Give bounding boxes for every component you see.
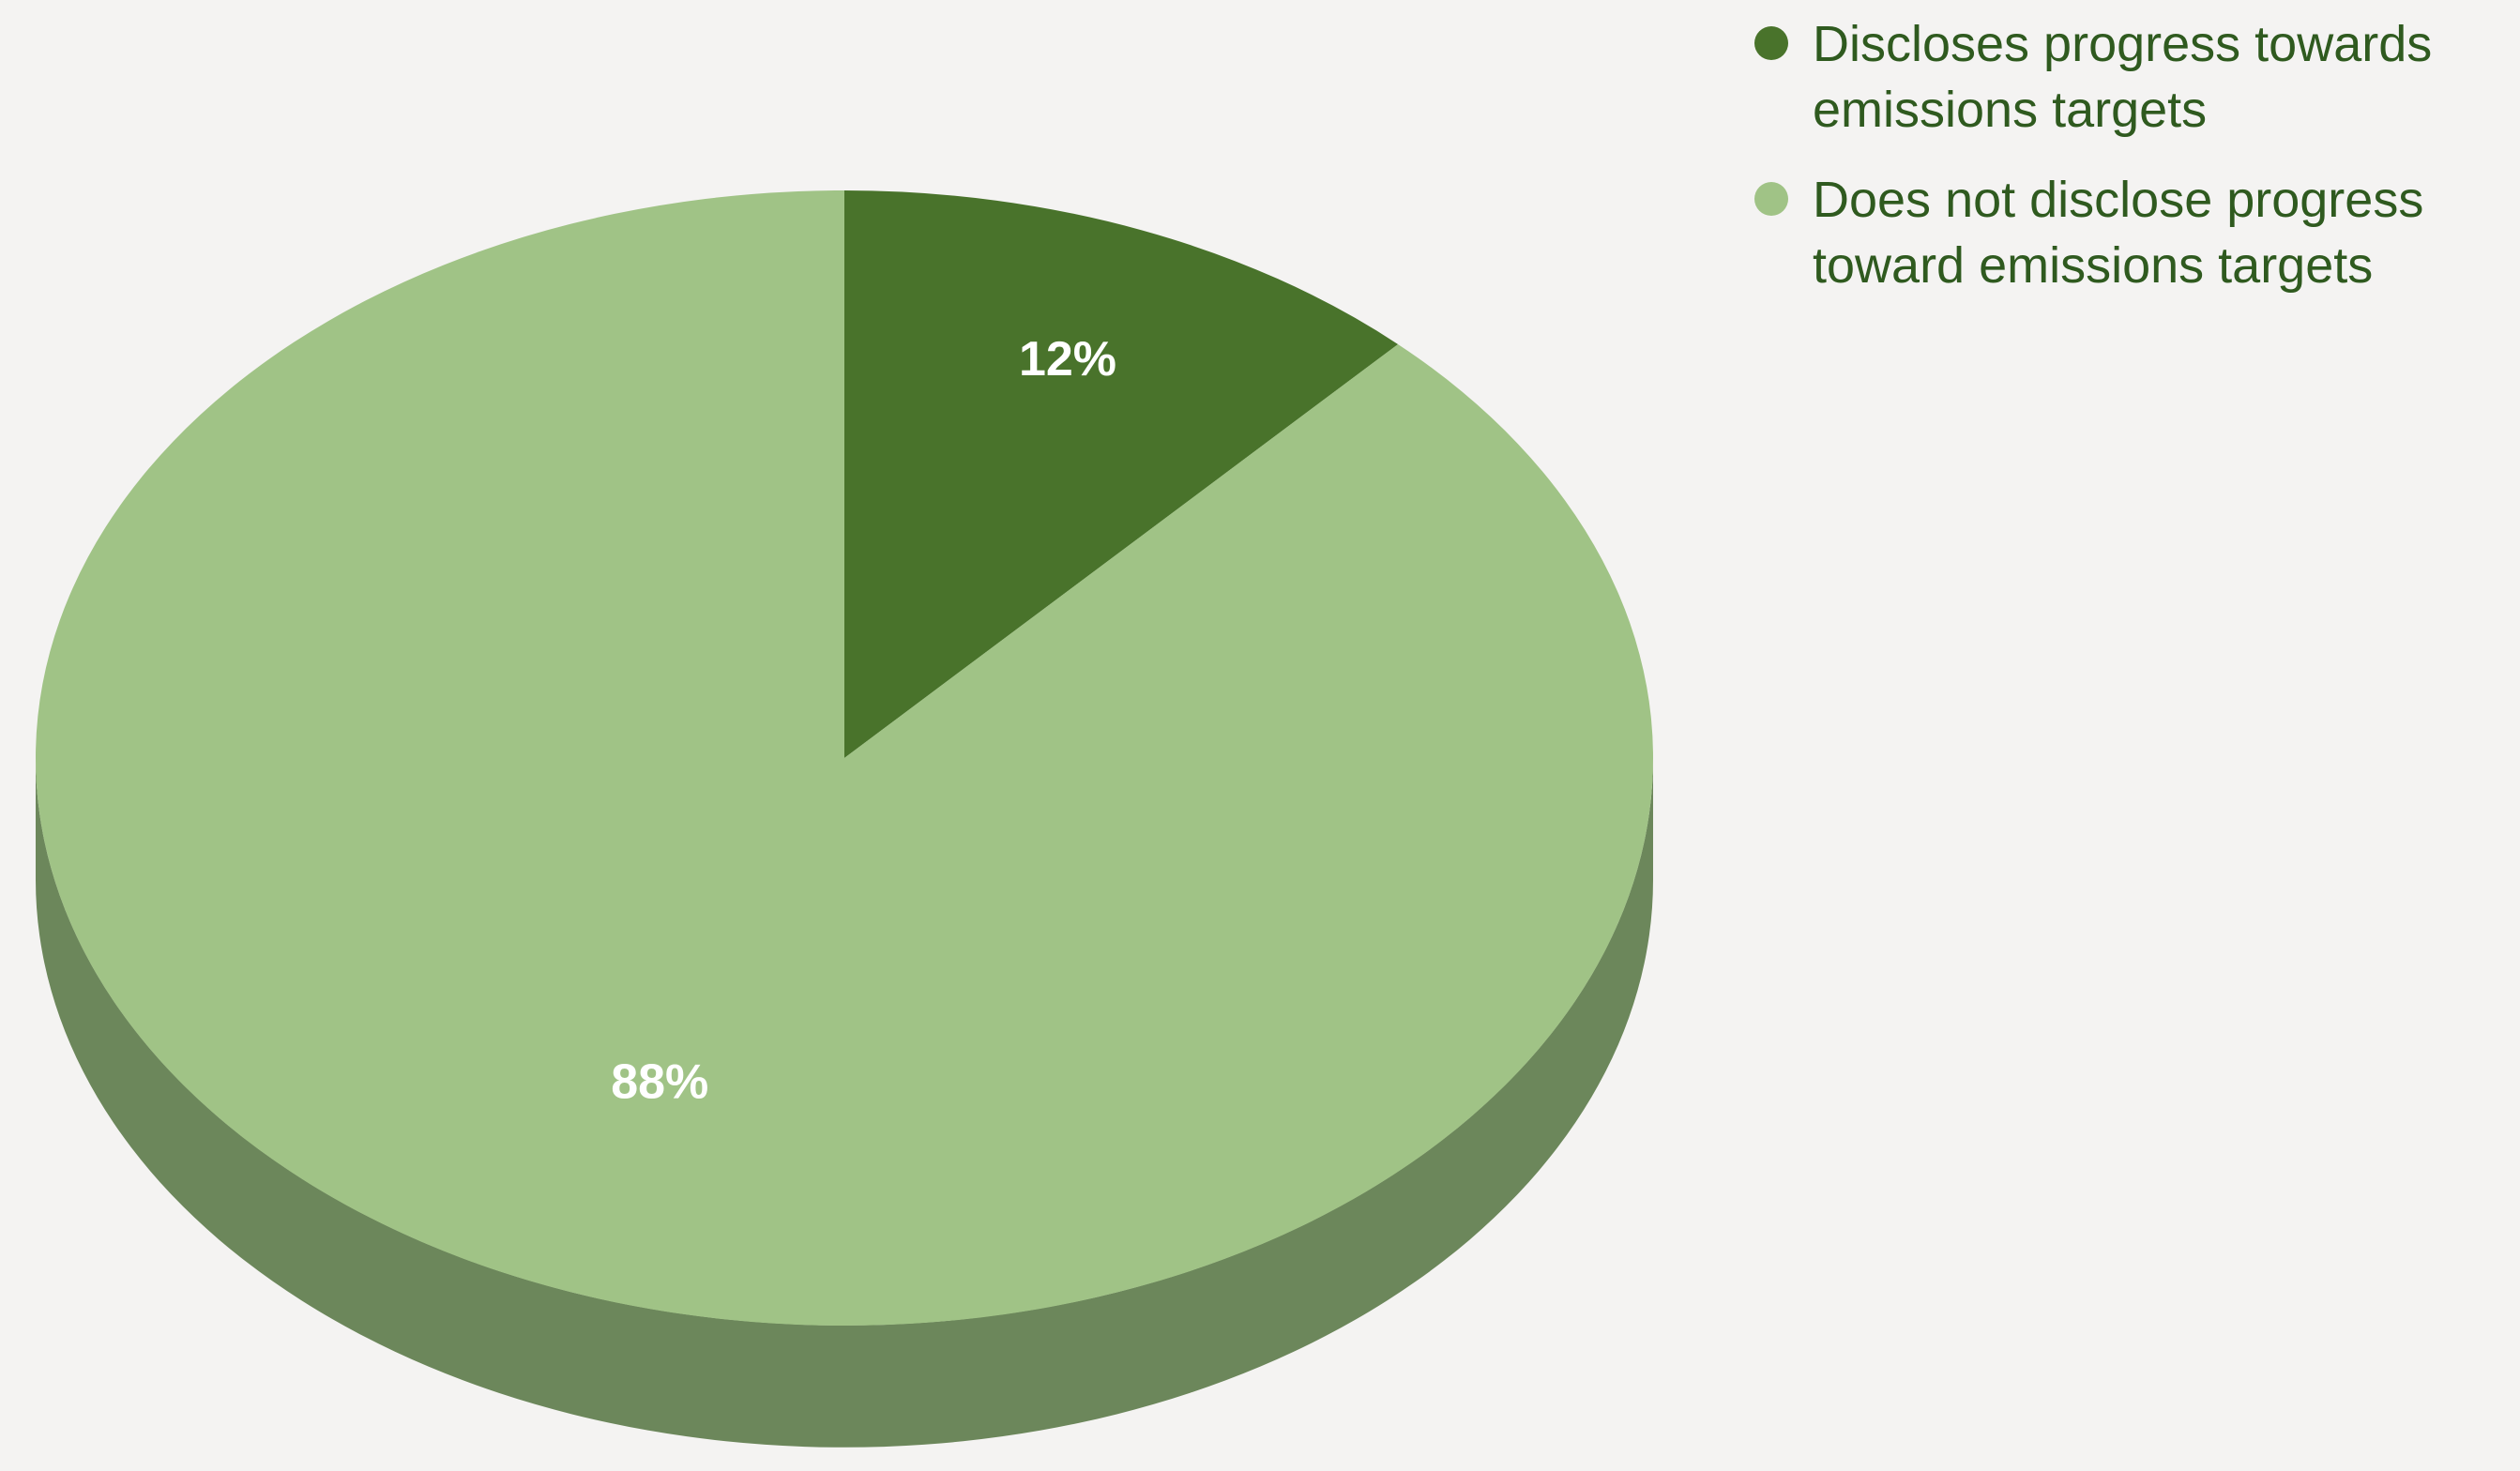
legend-label-does-not-disclose: Does not disclose progress toward emissi… <box>1813 172 2424 294</box>
legend: Discloses progress towards emissions tar… <box>1754 11 2505 323</box>
legend-label-discloses: Discloses progress towards emissions tar… <box>1813 16 2433 138</box>
pie-slice-discloses <box>844 190 1399 758</box>
legend-swatch-discloses <box>1754 26 1788 60</box>
legend-item-does-not-disclose: Does not disclose progress toward emissi… <box>1754 167 2505 298</box>
pie-side-depth <box>36 758 1653 1448</box>
pie-group: 12% 88% <box>36 190 1654 1448</box>
slice-label-discloses: 12% <box>1019 332 1116 387</box>
pie-slice-does-not-disclose <box>36 190 1654 1326</box>
slice-label-does-not-disclose: 88% <box>611 1054 708 1109</box>
legend-item-discloses: Discloses progress towards emissions tar… <box>1754 11 2505 143</box>
legend-swatch-does-not-disclose <box>1754 182 1788 216</box>
